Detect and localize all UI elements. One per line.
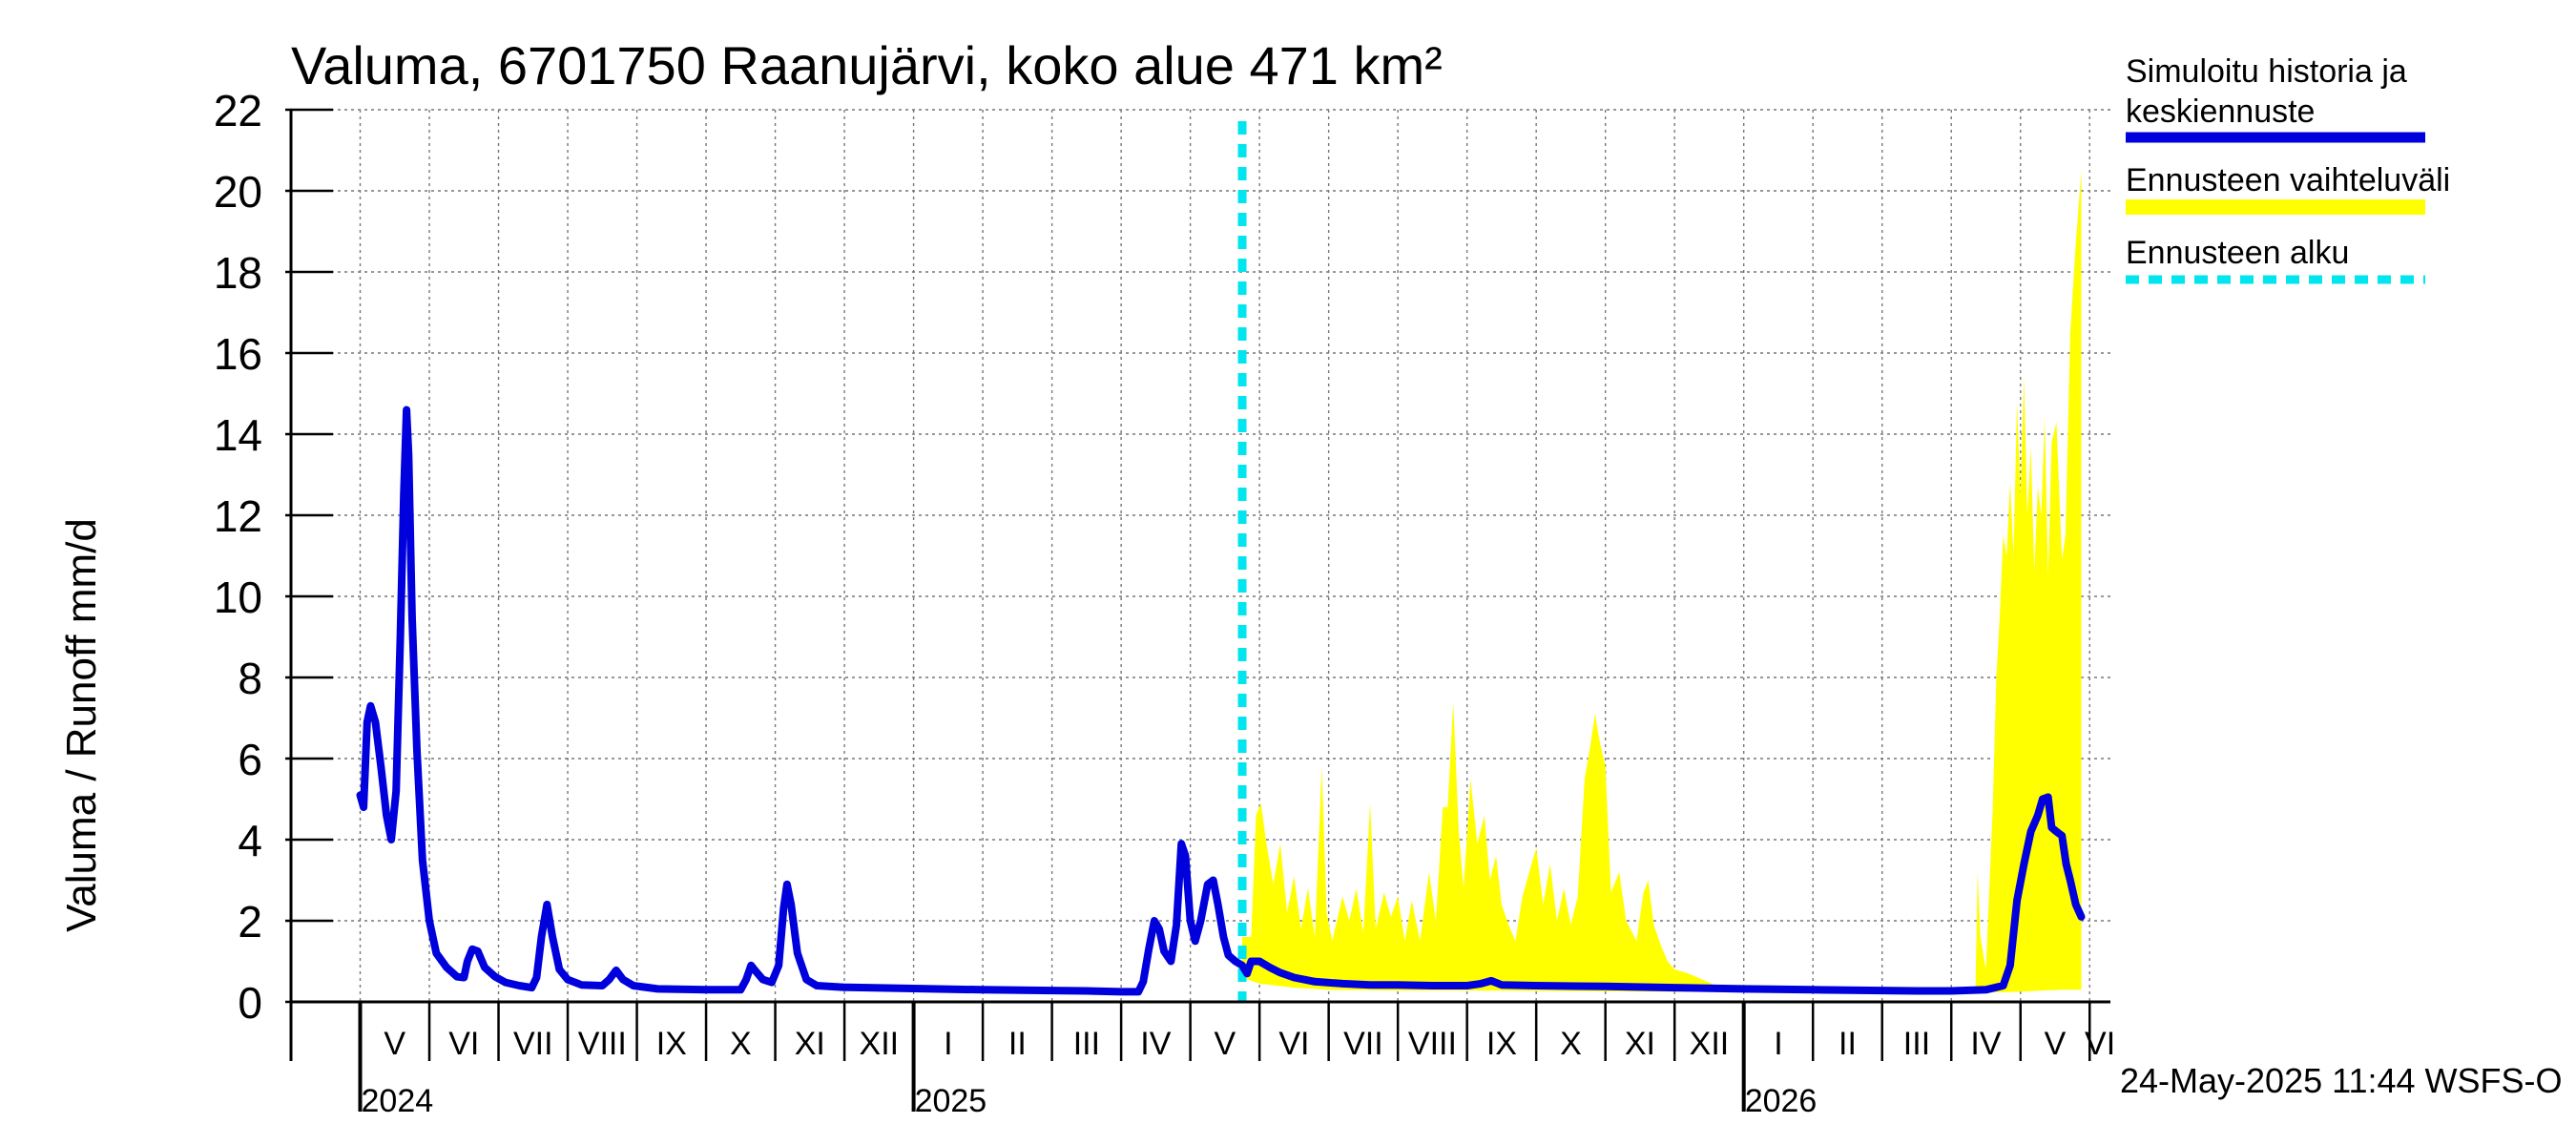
axes (289, 110, 2110, 1004)
y-tick-label: 14 (214, 410, 262, 460)
legend-label-band: Ennusteen vaihteluväli (2126, 162, 2450, 198)
month-label: I (944, 1026, 952, 1062)
y-ticks: 0 2 4 6 8 10 12 14 16 18 20 22 (214, 86, 333, 1028)
y-tick-label: 18 (214, 248, 262, 298)
month-label: II (1008, 1026, 1027, 1062)
month-label: IV (1140, 1026, 1171, 1062)
month-label: X (730, 1026, 752, 1062)
forecast-range-area (1242, 170, 2082, 993)
legend-label-sim-1: Simuloitu historia ja (2126, 53, 2407, 90)
month-label: V (2045, 1026, 2067, 1062)
y-tick-label: 10 (214, 572, 262, 622)
year-label: 2024 (362, 1083, 434, 1119)
series-lines (356, 121, 2086, 1002)
y-tick-label: 2 (238, 897, 262, 947)
y-tick-label: 8 (238, 654, 262, 703)
month-label: III (1903, 1026, 1930, 1062)
month-label: XI (795, 1026, 825, 1062)
month-label: VIII (1408, 1026, 1457, 1062)
year-label: 2025 (915, 1083, 987, 1119)
month-label: XII (1690, 1026, 1730, 1062)
month-label: III (1073, 1026, 1100, 1062)
month-label: IX (1486, 1026, 1517, 1062)
month-label: V (384, 1026, 405, 1062)
month-label: I (1774, 1026, 1782, 1062)
timestamp: 24-May-2025 11:44 WSFS-O (2120, 1061, 2563, 1100)
month-label: X (1560, 1026, 1582, 1062)
month-label: VI (1278, 1026, 1309, 1062)
y-tick-label: 4 (238, 816, 262, 865)
legend-label-sim-2: keskiennuste (2126, 94, 2315, 130)
month-label: V (1215, 1026, 1236, 1062)
y-tick-label: 0 (238, 978, 262, 1028)
month-label: VIII (578, 1026, 627, 1062)
chart-title: Valuma, 6701750 Raanujärvi, koko alue 47… (291, 35, 1443, 95)
month-label: IX (656, 1026, 687, 1062)
month-label: XI (1625, 1026, 1655, 1062)
legend: Simuloitu historia ja keskiennuste Ennus… (2126, 53, 2450, 284)
y-tick-label: 22 (214, 86, 262, 135)
month-label: VII (1343, 1026, 1383, 1062)
year-label: 2026 (1745, 1083, 1818, 1119)
month-label: IV (1970, 1026, 2001, 1062)
month-label: VII (513, 1026, 553, 1062)
month-label: VI (2085, 1026, 2115, 1062)
simulated-runoff-line (356, 406, 2086, 996)
y-tick-label: 16 (214, 329, 262, 379)
month-label: II (1839, 1026, 1857, 1062)
grid (291, 109, 2110, 1002)
legend-label-start: Ennusteen alku (2126, 235, 2349, 271)
month-label: VI (448, 1026, 479, 1062)
y-axis-label: Valuma / Runoff mm/d (58, 518, 105, 932)
month-label: XII (860, 1026, 900, 1062)
y-tick-label: 12 (214, 491, 262, 541)
forecast-band (1242, 170, 2082, 993)
x-ticks: V VI VII VIII IX X XI XII I II III IV V VI VII VIII IX X X… (289, 1002, 2115, 1119)
y-tick-label: 20 (214, 167, 262, 217)
y-tick-label: 6 (238, 735, 262, 784)
